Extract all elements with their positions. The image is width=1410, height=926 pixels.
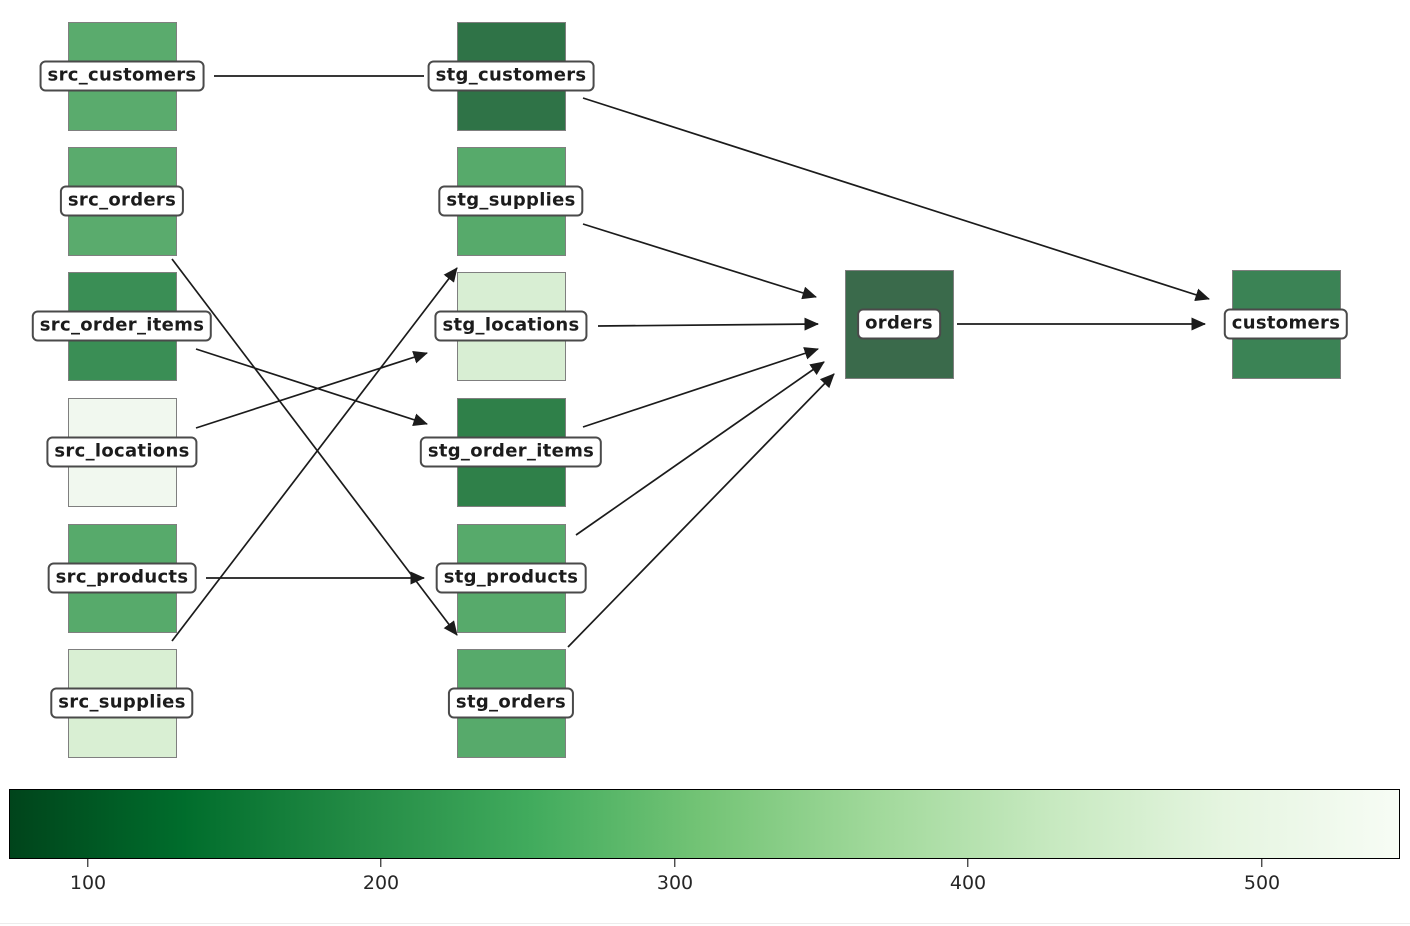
colorbar-tick-400 (967, 859, 969, 867)
edge-src_orders-to-stg_orders (171, 258, 458, 636)
edge-stg_supplies-to-orders (582, 223, 817, 300)
colorbar-tick-label-400: 400 (949, 872, 987, 894)
node-label-stg_customers: stg_customers (427, 60, 595, 92)
colorbar-tick-label-500: 500 (1243, 872, 1281, 894)
edge-stg_products-to-orders (575, 361, 825, 536)
edge-src_order_items-to-stg_order_items (195, 348, 428, 427)
node-label-src_locations: src_locations (46, 436, 198, 468)
edge-stg_locations-to-orders (597, 317, 819, 331)
colorbar-tick-100 (87, 859, 89, 867)
node-label-stg_orders: stg_orders (447, 687, 575, 719)
node-label-src_customers: src_customers (39, 60, 205, 92)
node-label-src_supplies: src_supplies (50, 687, 194, 719)
edge-stg_orders-to-orders (567, 373, 835, 648)
colorbar-tick-300 (674, 859, 676, 867)
colorbar-tick-500 (1261, 859, 1263, 867)
edge-stg_customers-to-customers (582, 97, 1210, 302)
edge-stg_order_items-to-orders (582, 347, 819, 428)
node-label-customers: customers (1223, 308, 1349, 340)
colorbar-tick-200 (380, 859, 382, 867)
colorbar-gradient (9, 789, 1400, 859)
node-label-src_orders: src_orders (59, 185, 185, 217)
node-label-src_products: src_products (47, 562, 197, 594)
node-label-stg_products: stg_products (435, 562, 587, 594)
bottom-hairline (0, 923, 1410, 924)
node-label-stg_locations: stg_locations (434, 310, 588, 342)
edge-src_supplies-to-stg_supplies (171, 267, 458, 642)
colorbar-tick-label-300: 300 (656, 872, 694, 894)
node-label-src_order_items: src_order_items (31, 310, 213, 342)
colorbar-tick-label-100: 100 (69, 872, 107, 894)
edge-src_locations-to-stg_locations (195, 350, 428, 429)
node-label-stg_order_items: stg_order_items (419, 436, 603, 468)
colorbar-tick-label-200: 200 (362, 872, 400, 894)
node-label-orders: orders (857, 308, 941, 340)
node-label-stg_supplies: stg_supplies (438, 185, 584, 217)
